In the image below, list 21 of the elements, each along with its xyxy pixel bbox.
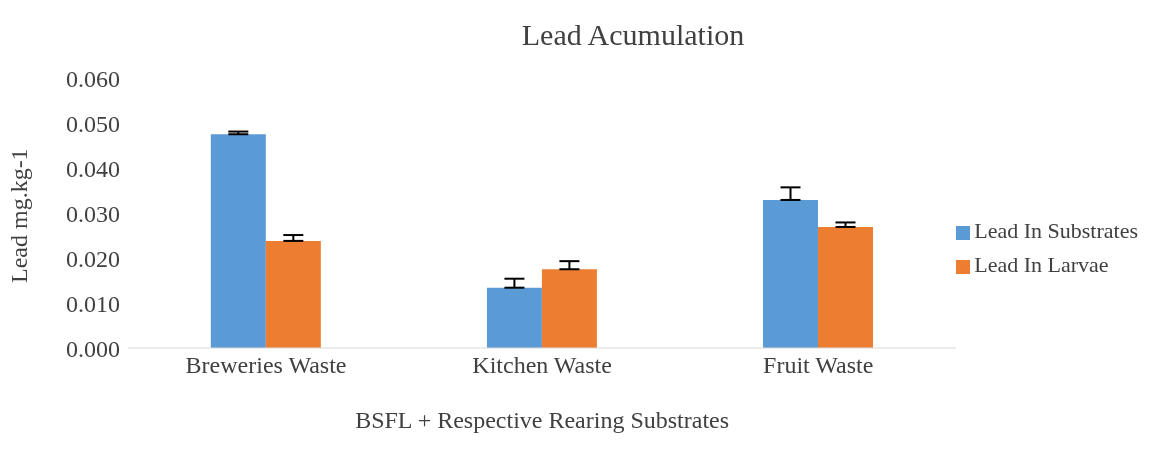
legend-label: Lead In Larvae <box>974 252 1109 277</box>
bar <box>763 199 818 348</box>
x-axis-title: BSFL + Respective Rearing Substrates <box>355 407 730 433</box>
y-tick-label: 0.030 <box>66 200 120 227</box>
bar <box>210 134 266 348</box>
bar <box>265 240 321 348</box>
y-tick-label: 0.060 <box>66 65 120 92</box>
x-tick-label: Kitchen Waste <box>472 352 612 379</box>
y-tick-label: 0.010 <box>66 290 120 317</box>
y-tick-label: 0.020 <box>66 245 120 272</box>
y-axis-title: Lead mg.kg-1 <box>5 148 32 283</box>
bar <box>486 287 542 348</box>
y-tick-label: 0.050 <box>66 110 120 137</box>
y-tick-label: 0.040 <box>66 155 120 182</box>
bar <box>818 226 873 348</box>
legend-label: Lead In Substrates <box>974 218 1138 243</box>
y-tick-label: 0.000 <box>66 335 120 362</box>
x-tick-label: Breweries Waste <box>185 352 347 379</box>
chart-title: Lead Acumulation <box>520 17 746 53</box>
x-tick-label: Fruit Waste <box>763 352 874 379</box>
bar <box>541 269 597 348</box>
